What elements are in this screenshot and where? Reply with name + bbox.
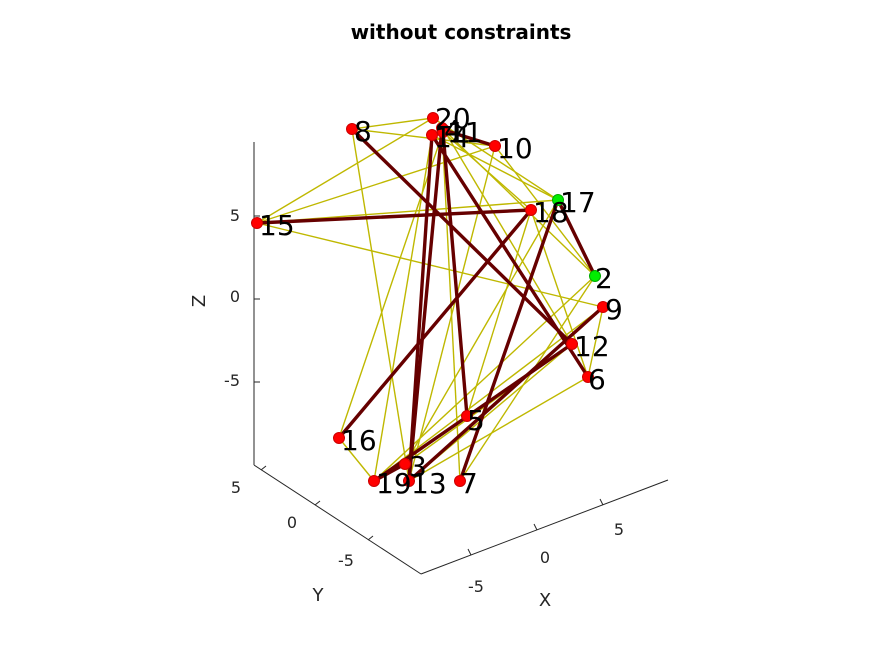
edge-weak	[338, 437, 375, 482]
edge-weak	[459, 275, 596, 482]
node-label: 5	[467, 404, 485, 437]
node-label: 12	[574, 330, 610, 363]
x-tick-5	[599, 498, 604, 506]
edge-weak	[373, 134, 433, 482]
y-tick-label: 0	[287, 513, 297, 532]
node-label: 20	[435, 102, 471, 135]
node-marker	[251, 217, 263, 229]
node-label: 8	[354, 115, 372, 148]
chart-title: without constraints	[351, 20, 572, 44]
node-marker	[566, 338, 578, 350]
edge-weak	[408, 376, 589, 482]
z-tick-label: 0	[230, 287, 240, 306]
x-tick-label: 5	[614, 520, 624, 539]
x-tick-neg5	[467, 548, 472, 556]
edge-strong	[255, 208, 533, 225]
edge-weak	[530, 209, 589, 378]
edge-strong	[442, 128, 497, 148]
node-marker	[589, 270, 601, 282]
x-tick-0	[533, 523, 538, 531]
edge-strong	[407, 305, 605, 483]
node-label: 17	[560, 186, 596, 219]
node-marker	[426, 129, 438, 141]
edge-weak	[404, 199, 559, 465]
node-marker	[461, 410, 473, 422]
strong-edges	[255, 126, 605, 483]
node-label: 2	[595, 262, 613, 295]
node-marker	[489, 140, 501, 152]
node-marker	[427, 112, 439, 124]
node-label: 18	[533, 196, 569, 229]
edge-weak	[351, 117, 434, 130]
x-tick-label: -5	[468, 577, 484, 596]
node-marker	[333, 432, 345, 444]
edge-strong	[407, 133, 434, 483]
y-tick-5	[260, 465, 267, 471]
edge-strong	[556, 198, 597, 278]
edge-strong	[458, 198, 560, 483]
edge-strong	[430, 133, 590, 379]
y-tick-neg5	[367, 535, 374, 541]
x-axis-line	[420, 479, 669, 575]
node-label: 16	[341, 424, 377, 457]
node-label: 7	[460, 467, 478, 500]
node-marker	[525, 204, 537, 216]
node-label: 13	[411, 467, 447, 500]
edge-weak	[256, 145, 496, 224]
edge-strong	[350, 127, 574, 346]
node-label: 9	[605, 293, 623, 326]
edge-weak	[408, 145, 496, 482]
edge-weak	[351, 128, 410, 482]
y-axis-line	[253, 464, 422, 575]
node-marker	[454, 475, 466, 487]
nodes	[251, 112, 609, 487]
axes: 5 0 -5 5 0 -5 -5 0 5 X Y Z	[189, 142, 669, 611]
edge-weak	[466, 209, 532, 417]
node-label: 14	[434, 121, 470, 154]
edge-weak	[373, 275, 596, 482]
edge-weak	[431, 134, 559, 201]
y-axis-label: Y	[312, 585, 325, 606]
edge-weak	[587, 306, 604, 378]
node-marker	[552, 194, 564, 206]
z-tick-label: -5	[224, 371, 240, 390]
node-label: 11	[447, 116, 483, 149]
edge-weak	[256, 117, 434, 224]
node-marker	[582, 371, 594, 383]
edge-weak	[494, 145, 596, 277]
y-tick-0	[314, 500, 321, 506]
z-tick-label: 5	[230, 206, 240, 225]
node-label: 15	[259, 209, 295, 242]
node-label: 3	[409, 450, 427, 483]
node-marker	[346, 123, 358, 135]
node-marker	[403, 475, 415, 487]
edge-strong	[337, 208, 533, 440]
z-axis-label: Z	[189, 295, 210, 307]
x-axis-label: X	[539, 590, 551, 611]
node-label: 10	[497, 132, 533, 165]
node-label: 4	[444, 114, 462, 147]
node-label: 1	[448, 116, 466, 149]
edge-strong	[372, 342, 574, 483]
y-tick-label: -5	[338, 551, 354, 570]
node-marker	[368, 475, 380, 487]
y-tick-label: 5	[231, 478, 241, 497]
node-label: 19	[376, 467, 412, 500]
edge-weak	[338, 131, 444, 439]
node-marker	[437, 126, 449, 138]
edge-strong	[441, 130, 469, 418]
x-tick-label: 0	[540, 548, 550, 567]
node-label: 6	[588, 363, 606, 396]
node-marker	[399, 458, 411, 470]
node-marker	[597, 301, 609, 313]
